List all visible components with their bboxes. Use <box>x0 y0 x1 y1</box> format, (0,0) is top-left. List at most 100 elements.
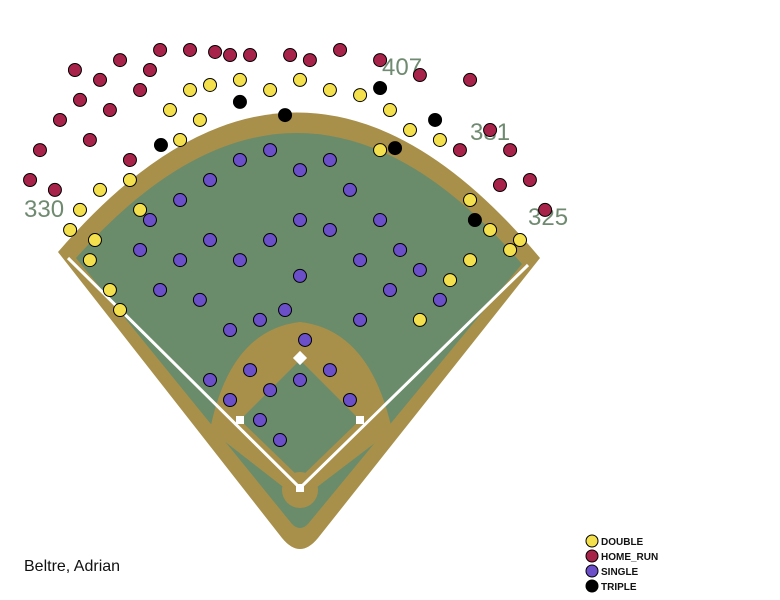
foul-line-left <box>66 256 302 490</box>
hit-point <box>232 72 247 87</box>
hit-point <box>463 193 478 208</box>
hit-point <box>492 178 507 193</box>
hit-point <box>353 253 368 268</box>
hit-point <box>412 312 427 327</box>
hit-point <box>133 202 148 217</box>
hit-point <box>373 53 388 68</box>
hit-point <box>142 213 157 228</box>
hit-point <box>373 81 388 96</box>
field <box>58 112 540 550</box>
hit-point <box>133 242 148 257</box>
hit-point <box>102 103 117 118</box>
hit-point <box>333 42 348 57</box>
hit-point <box>203 233 218 248</box>
hit-point <box>342 182 357 197</box>
hit-point <box>513 233 527 248</box>
hit-point <box>243 48 258 63</box>
hit-point <box>192 292 207 307</box>
hit-point <box>153 138 168 153</box>
hit-point <box>278 108 293 123</box>
hit-point <box>243 363 258 378</box>
hit-point <box>223 48 238 63</box>
hit-point <box>142 63 157 77</box>
hit-point <box>192 112 207 127</box>
hit-point <box>113 53 128 68</box>
hit-point <box>293 72 307 87</box>
hit-point <box>293 372 307 387</box>
hit-point <box>403 123 417 138</box>
hit-point <box>283 48 298 63</box>
hit-point <box>463 253 478 268</box>
hit-point <box>538 202 553 217</box>
hit-point <box>382 283 397 297</box>
home-plate <box>296 484 304 492</box>
hit-point <box>67 63 82 77</box>
second-base <box>292 350 308 366</box>
hit-point <box>183 83 197 98</box>
hit-point <box>263 383 278 398</box>
hit-point <box>32 143 47 158</box>
hit-point <box>232 253 247 268</box>
hit-point <box>113 303 128 318</box>
hit-point <box>272 433 287 448</box>
hit-point <box>153 283 168 297</box>
hit-point <box>173 193 188 208</box>
hit-point <box>73 202 87 217</box>
hit-point <box>467 213 482 228</box>
hit-point <box>412 68 427 83</box>
hit-point <box>322 222 337 237</box>
infield-grass <box>240 360 360 478</box>
legend-label: HOME_RUN <box>601 552 658 563</box>
hit-point <box>373 143 388 158</box>
hit-point <box>82 132 97 147</box>
foul-line-right <box>298 263 530 490</box>
legend-swatch <box>585 564 599 578</box>
hit-point <box>122 152 137 167</box>
hit-point <box>133 83 148 98</box>
third-base <box>236 416 244 424</box>
hit-point <box>302 53 317 68</box>
legend: DOUBLE HOME_RUN SINGLE TRIPLE <box>585 534 658 593</box>
hit-point <box>503 242 518 257</box>
hit-point <box>63 222 78 237</box>
hit-point <box>393 242 408 257</box>
hit-point <box>463 72 478 87</box>
hit-point <box>353 88 368 103</box>
hit-point <box>322 83 337 98</box>
hit-point <box>443 273 458 288</box>
hit-point <box>293 163 307 178</box>
hit-point <box>223 323 238 338</box>
points <box>23 42 553 448</box>
legend-swatch <box>585 549 599 563</box>
hit-point <box>412 262 427 277</box>
hit-point <box>208 44 223 59</box>
hit-point <box>263 143 278 158</box>
hit-point <box>223 393 238 407</box>
hit-point <box>23 173 38 187</box>
hit-point <box>452 143 467 158</box>
hit-point <box>73 92 87 107</box>
hit-point <box>93 72 108 87</box>
hit-point <box>263 233 278 248</box>
hit-point <box>278 303 293 318</box>
hit-point <box>232 94 247 109</box>
hit-point <box>503 143 518 158</box>
hit-point <box>322 363 337 378</box>
hit-point <box>173 132 188 147</box>
hit-point <box>122 173 137 187</box>
hit-point <box>232 152 247 167</box>
hit-point <box>203 372 218 387</box>
hit-point <box>342 393 357 407</box>
hit-point <box>263 83 278 98</box>
legend-label: SINGLE <box>601 567 639 578</box>
hit-point <box>93 182 108 197</box>
hit-point <box>432 292 447 307</box>
hit-point <box>102 283 117 297</box>
hit-point <box>522 173 537 187</box>
hit-point <box>87 233 102 248</box>
hit-point <box>388 141 403 156</box>
hit-point <box>252 413 267 428</box>
legend-label: TRIPLE <box>601 582 637 593</box>
hit-point <box>428 112 443 127</box>
